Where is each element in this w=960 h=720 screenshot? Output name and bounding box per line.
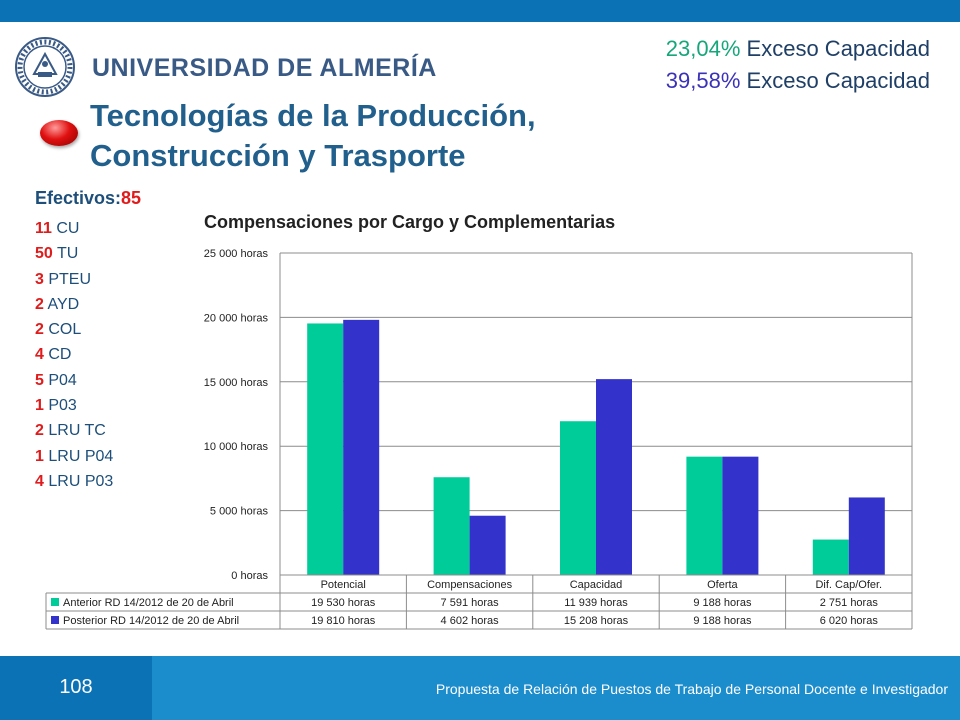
efectivos-value: 85 xyxy=(121,188,142,208)
staff-list: 11 CU 50 TU 3 PTEU 2 AYD 2 COL 4 CD 5 P0… xyxy=(35,216,113,494)
legend-key xyxy=(51,598,59,606)
title-line-2: Construcción y Trasporte xyxy=(90,138,466,173)
bar-anterior xyxy=(560,421,596,575)
staff-item: 2 COL xyxy=(35,317,113,342)
staff-item: 3 PTEU xyxy=(35,267,113,292)
staff-category: TU xyxy=(56,245,79,263)
y-tick-label: 0 horas xyxy=(231,570,268,582)
x-category-label: Oferta xyxy=(707,579,738,591)
staff-count: 2 xyxy=(35,321,44,339)
staff-count: 4 xyxy=(35,346,44,364)
university-name: UNIVERSIDAD DE ALMERÍA xyxy=(92,54,437,82)
exceso-2-pct: 39,58% xyxy=(665,68,741,93)
y-tick-label: 20 000 horas xyxy=(204,312,269,324)
y-tick-label: 10 000 horas xyxy=(204,441,269,453)
staff-item: 4 CD xyxy=(35,342,113,367)
red-bullet-icon xyxy=(40,120,78,146)
staff-item: 11 CU xyxy=(35,216,113,241)
bar-anterior xyxy=(433,477,470,575)
y-tick-label: 25 000 horas xyxy=(204,248,269,260)
data-value-label: 19 810 horas xyxy=(311,615,376,627)
staff-item: 2 LRU TC xyxy=(35,418,113,443)
staff-item: 5 P04 xyxy=(35,368,113,393)
exceso-2-text: Exceso Capacidad xyxy=(746,68,930,93)
footer-text: Propuesta de Relación de Puestos de Trab… xyxy=(435,681,948,697)
staff-count: 1 xyxy=(35,447,44,465)
bar-posterior xyxy=(596,379,632,575)
staff-count: 50 xyxy=(35,245,53,263)
staff-count: 2 xyxy=(35,295,44,313)
page-number: 108 xyxy=(59,676,93,698)
university-seal-logo xyxy=(15,37,75,97)
x-category-label: Compensaciones xyxy=(427,579,512,591)
data-value-label: 2 751 horas xyxy=(820,597,879,609)
staff-category: PTEU xyxy=(48,270,92,288)
bar-chart: 0 horas 5 000 horas 10 000 horas 15 000 hor… xyxy=(45,248,913,630)
staff-category: LRU P03 xyxy=(48,472,114,490)
staff-category: CD xyxy=(48,346,72,364)
x-category-label: Dif. Cap/Ofer. xyxy=(815,579,882,591)
chart-title: Compensaciones por Cargo y Complementari… xyxy=(204,212,616,232)
data-value-label: 4 602 horas xyxy=(441,615,500,627)
staff-item: 2 AYD xyxy=(35,292,113,317)
exceso-1-pct: 23,04% xyxy=(665,36,741,61)
staff-item: 1 LRU P04 xyxy=(35,444,113,469)
bar-posterior xyxy=(469,515,506,575)
bar-posterior xyxy=(343,319,380,575)
staff-count: 11 xyxy=(35,220,52,237)
staff-category: AYD xyxy=(47,295,80,313)
title-line-1: Tecnologías de la Producción, xyxy=(90,98,536,133)
data-value-label: 19 530 horas xyxy=(311,597,376,609)
bar-anterior xyxy=(307,323,344,575)
staff-category: LRU P04 xyxy=(48,447,114,465)
exceso-capacidad-1: 23,04% Exceso Capacidad xyxy=(666,36,930,62)
efectivos-label: Efectivos: xyxy=(35,188,122,208)
staff-count: 1 xyxy=(35,397,44,415)
staff-count: 3 xyxy=(35,270,44,288)
top-bar xyxy=(0,0,960,22)
data-value-label: 9 188 horas xyxy=(693,597,752,609)
data-value-label: 11 939 horas xyxy=(564,597,628,609)
bar-anterior xyxy=(812,539,849,575)
staff-category: P04 xyxy=(48,371,77,389)
staff-category: CU xyxy=(56,220,80,237)
y-tick-label: 15 000 horas xyxy=(204,377,269,389)
bar-posterior xyxy=(722,456,759,575)
slide-title: Tecnologías de la Producción, Construcci… xyxy=(90,96,536,176)
staff-category: LRU TC xyxy=(48,422,106,440)
efectivos-total: Efectivos:85 xyxy=(35,188,141,209)
staff-item: 50 TU xyxy=(35,241,113,266)
legend-key xyxy=(51,616,59,624)
staff-count: 5 xyxy=(35,371,44,389)
x-category-label: Potencial xyxy=(321,579,366,591)
staff-category: COL xyxy=(48,321,82,339)
staff-item: 4 LRU P03 xyxy=(35,469,113,494)
staff-count: 4 xyxy=(35,472,44,490)
bar-anterior xyxy=(686,456,723,575)
exceso-capacidad-2: 39,58% Exceso Capacidad xyxy=(666,68,930,94)
staff-category: P03 xyxy=(48,397,77,415)
data-value-label: 9 188 horas xyxy=(693,615,752,627)
staff-item: 1 P03 xyxy=(35,393,113,418)
data-value-label: 6 020 horas xyxy=(820,615,879,627)
exceso-1-text: Exceso Capacidad xyxy=(746,36,930,61)
bar-posterior xyxy=(848,497,885,575)
footer-right-panel xyxy=(152,656,960,720)
data-value-label: 7 591 horas xyxy=(441,597,500,609)
staff-count: 2 xyxy=(35,422,44,440)
footer-left-panel xyxy=(0,656,152,720)
legend-label: Posterior RD 14/2012 de 20 de Abril xyxy=(63,615,239,627)
y-tick-label: 5 000 horas xyxy=(210,506,269,518)
legend-label: Anterior RD 14/2012 de 20 de Abril xyxy=(63,597,234,609)
data-value-label: 15 208 horas xyxy=(564,615,629,627)
x-category-label: Capacidad xyxy=(570,579,623,591)
